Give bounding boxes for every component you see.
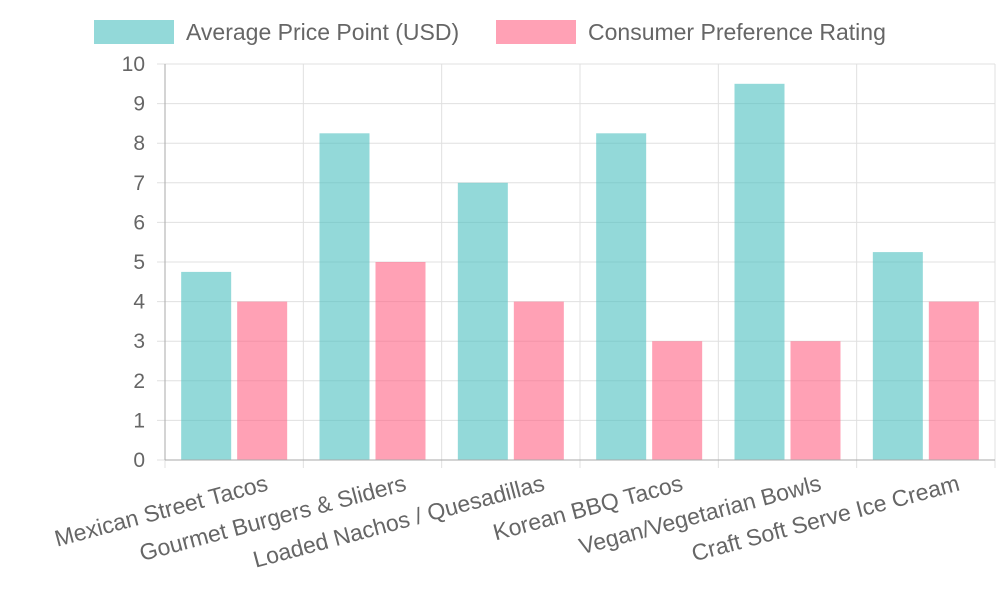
bar-rating[interactable] bbox=[375, 262, 426, 460]
y-tick-label: 5 bbox=[133, 251, 145, 274]
bar-rating[interactable] bbox=[790, 341, 841, 460]
legend-label-price: Average Price Point (USD) bbox=[186, 19, 459, 45]
bar-price[interactable] bbox=[457, 182, 508, 461]
bar-price[interactable] bbox=[872, 252, 923, 460]
axes bbox=[164, 64, 995, 461]
y-tick-label: 4 bbox=[133, 291, 145, 314]
y-tick-label: 10 bbox=[122, 53, 145, 76]
legend: Average Price Point (USD) Consumer Prefe… bbox=[94, 19, 886, 45]
y-tick-label: 0 bbox=[133, 449, 145, 472]
legend-item-rating[interactable]: Consumer Preference Rating bbox=[496, 19, 886, 45]
y-tick-labels: 0 1 2 3 4 5 6 7 8 9 10 bbox=[122, 53, 146, 472]
y-tick-label: 1 bbox=[133, 409, 145, 432]
legend-label-rating: Consumer Preference Rating bbox=[588, 19, 886, 45]
bar-rating[interactable] bbox=[513, 301, 564, 460]
y-tick-label: 6 bbox=[133, 211, 145, 234]
bar-rating[interactable] bbox=[237, 301, 288, 460]
y-tick-label: 8 bbox=[133, 132, 145, 155]
y-tick-label: 9 bbox=[133, 93, 145, 116]
bar-rating[interactable] bbox=[928, 301, 979, 460]
bar-price[interactable] bbox=[596, 133, 647, 461]
y-tick-label: 3 bbox=[133, 330, 145, 353]
bar-price[interactable] bbox=[734, 83, 785, 461]
bars bbox=[181, 83, 979, 461]
bar-price[interactable] bbox=[319, 133, 370, 461]
y-tick-label: 7 bbox=[133, 172, 145, 195]
y-tick-label: 2 bbox=[133, 370, 145, 393]
legend-swatch-price bbox=[94, 20, 174, 44]
legend-item-price[interactable]: Average Price Point (USD) bbox=[94, 19, 459, 45]
legend-swatch-rating bbox=[496, 20, 576, 44]
bar-rating[interactable] bbox=[652, 341, 703, 460]
bar-price[interactable] bbox=[181, 271, 232, 460]
